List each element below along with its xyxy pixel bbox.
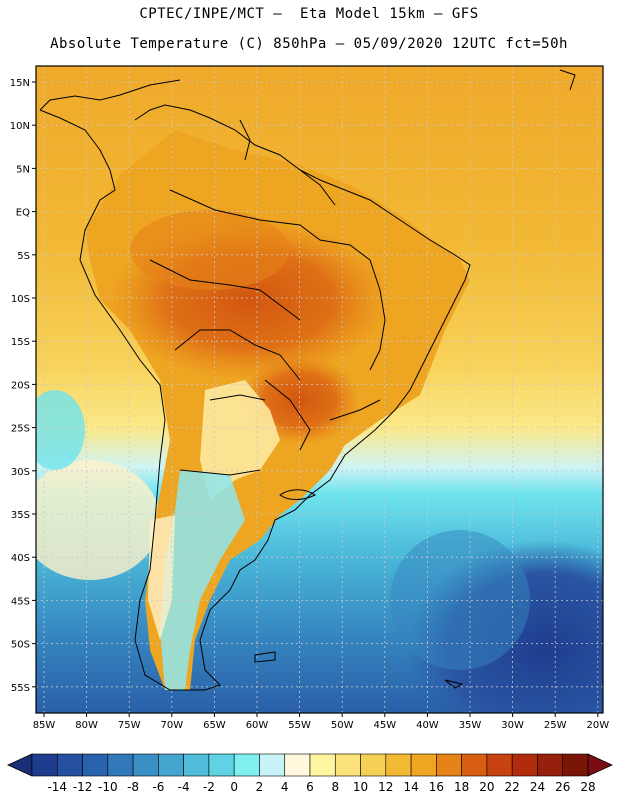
lon-label: 45W xyxy=(373,720,396,731)
colorbar-label: -6 xyxy=(152,780,164,794)
colorbar-segment xyxy=(309,753,336,777)
lon-label: 85W xyxy=(33,720,56,731)
colorbar-label: 10 xyxy=(353,780,368,794)
lat-label: 30S xyxy=(11,467,30,478)
lon-label: 80W xyxy=(75,720,98,731)
colorbar-under-arrow xyxy=(7,753,33,777)
colorbar-segment xyxy=(107,753,134,777)
colorbar-label: 18 xyxy=(454,780,469,794)
colorbar-label: 12 xyxy=(378,780,393,794)
colorbar-segment xyxy=(360,753,387,777)
lat-label: 40S xyxy=(11,553,30,564)
colorbar-label: 0 xyxy=(230,780,238,794)
colorbar-segment xyxy=(183,753,210,777)
colorbar-label: 2 xyxy=(256,780,264,794)
lat-label: 50S xyxy=(11,640,30,651)
colorbar-segment xyxy=(511,753,538,777)
lat-label: 15N xyxy=(10,78,30,89)
coastlines xyxy=(39,69,576,691)
colorbar: -14 -12 -10 -8 -6 -4 -2 0 2 4 6 8 10 12 14 16 18 20 22 24 26… xyxy=(7,753,613,794)
colorbar-label: 26 xyxy=(555,780,570,794)
lon-label: 25W xyxy=(544,720,567,731)
colorbar-label: 20 xyxy=(479,780,494,794)
lat-label: 45S xyxy=(11,596,30,607)
colorbar-segment xyxy=(56,753,83,777)
colorbar-label: 4 xyxy=(281,780,289,794)
colorbar-segment xyxy=(334,753,361,777)
lon-label: 40W xyxy=(416,720,439,731)
lat-label: 25S xyxy=(11,424,30,435)
colorbar-segment xyxy=(436,753,462,777)
lat-label: 10N xyxy=(10,121,30,132)
lon-label: 30W xyxy=(501,720,524,731)
lon-label: 35W xyxy=(459,720,482,731)
lat-label: 10S xyxy=(11,294,30,305)
colorbar-segment xyxy=(486,753,513,777)
lon-label: 65W xyxy=(203,720,226,731)
lon-label: 50W xyxy=(331,720,354,731)
lon-label: 20W xyxy=(586,720,609,731)
colorbar-over-arrow xyxy=(587,753,613,777)
lon-label: 75W xyxy=(118,720,141,731)
colorbar-label: -10 xyxy=(98,780,118,794)
colorbar-label: 28 xyxy=(580,780,595,794)
colorbar-segment xyxy=(562,753,589,777)
plot-frame xyxy=(35,65,604,714)
colorbar-segment xyxy=(461,753,488,777)
colorbar-segment xyxy=(208,753,235,777)
colorbar-label: 14 xyxy=(403,780,418,794)
lat-label: EQ xyxy=(16,208,30,219)
lat-label: 5S xyxy=(17,251,30,262)
colorbar-label: 8 xyxy=(331,780,339,794)
lat-label: 35S xyxy=(11,510,30,521)
colorbar-label: -12 xyxy=(73,780,93,794)
colorbar-segment xyxy=(385,753,412,777)
colorbar-label: 22 xyxy=(505,780,520,794)
map-title-line1: CPTEC/INPE/MCT – Eta Model 15km – GFS xyxy=(139,6,479,22)
lat-label: 20S xyxy=(11,380,30,391)
colorbar-segment xyxy=(233,753,260,777)
colorbar-label: -4 xyxy=(178,780,190,794)
colorbar-label: 16 xyxy=(429,780,444,794)
temperature-field xyxy=(36,66,603,713)
colorbar-label: -14 xyxy=(47,780,67,794)
colorbar-segment xyxy=(537,753,564,777)
lat-label: 15S xyxy=(11,337,30,348)
lon-label: 70W xyxy=(160,720,183,731)
colorbar-segment xyxy=(284,753,311,777)
colorbar-segment xyxy=(82,753,109,777)
colorbar-label: 6 xyxy=(306,780,314,794)
colorbar-segment xyxy=(410,753,437,777)
lat-label: 55S xyxy=(11,683,30,694)
colorbar-segment xyxy=(132,753,159,777)
colorbar-segment xyxy=(259,753,286,777)
map-title-line2: Absolute Temperature (C) 850hPa – 05/09/… xyxy=(50,36,568,52)
colorbar-label: 24 xyxy=(530,780,545,794)
latitude-labels: 15N 10N 5N EQ 5S 10S 15S 20S 25S 30S 35S 40S 45S 50S 5… xyxy=(10,78,36,694)
colorbar-label: -2 xyxy=(203,780,215,794)
longitude-labels: 85W 80W 75W 70W 65W 60W 55W 50W 45W 40W 35W 30W 25W 2… xyxy=(33,713,609,731)
colorbar-segment xyxy=(31,753,58,777)
colorbar-segment xyxy=(158,753,184,777)
lat-label: 5N xyxy=(16,164,30,175)
lon-label: 55W xyxy=(288,720,311,731)
lon-label: 60W xyxy=(246,720,269,731)
colorbar-label: -8 xyxy=(127,780,139,794)
